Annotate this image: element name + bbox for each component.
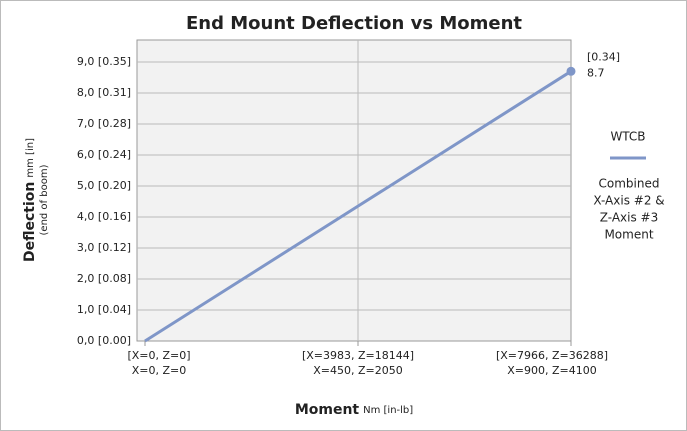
x-tick-label: X=0, Z=0 — [132, 364, 187, 377]
y-tick-label: 3,0 [0.12] — [77, 241, 131, 254]
y-tick-label: 2,0 [0.08] — [77, 272, 131, 285]
y-tick-label: 9,0 [0.35] — [77, 55, 131, 68]
annotation: [0.34] — [587, 50, 620, 63]
legend-label: WTCB — [610, 130, 645, 144]
x-axis-units: Nm [in-lb] — [363, 405, 413, 416]
x-tick-label: [X=3983, Z=18144] — [302, 349, 414, 362]
y-tick-label: 8,0 [0.31] — [77, 86, 131, 99]
x-axis-title: Moment Nm [in-lb] — [295, 402, 413, 418]
x-tick-label: X=900, Z=4100 — [507, 364, 597, 377]
x-tick-label: [X=7966, Z=36288] — [496, 349, 608, 362]
y-tick-label: 7,0 [0.28] — [77, 117, 131, 130]
x-tick-label: X=450, Z=2050 — [313, 364, 403, 377]
y-axis-note: (end of boom) — [39, 164, 50, 235]
plot-area — [136, 39, 572, 342]
y-tick-label: 6,0 [0.24] — [77, 148, 131, 161]
y-axis-title-line: Deflection mm [in] — [22, 138, 38, 262]
x-tick-label: [X=0, Z=0] — [127, 349, 190, 362]
legend-note: X-Axis #2 & — [593, 194, 664, 208]
legend-note: Combined — [599, 177, 660, 191]
legend-note: Moment — [604, 228, 653, 242]
end-point — [566, 66, 576, 76]
chart-title: End Mount Deflection vs Moment — [186, 13, 522, 34]
y-axis-main: Deflection — [22, 182, 38, 262]
y-axis-title: Deflection mm [in] (end of boom) — [22, 138, 50, 262]
y-tick-label: 0,0 [0.00] — [77, 334, 131, 347]
y-axis-units: mm [in] — [25, 138, 36, 178]
y-tick-label: 1,0 [0.04] — [77, 303, 131, 316]
x-axis-main: Moment — [295, 402, 360, 418]
y-tick-label: 5,0 [0.20] — [77, 179, 131, 192]
y-tick-label: 4,0 [0.16] — [77, 210, 131, 223]
legend-note: Z-Axis #3 — [600, 211, 658, 225]
line — [144, 70, 572, 343]
data-label: 8.7 — [587, 66, 605, 79]
